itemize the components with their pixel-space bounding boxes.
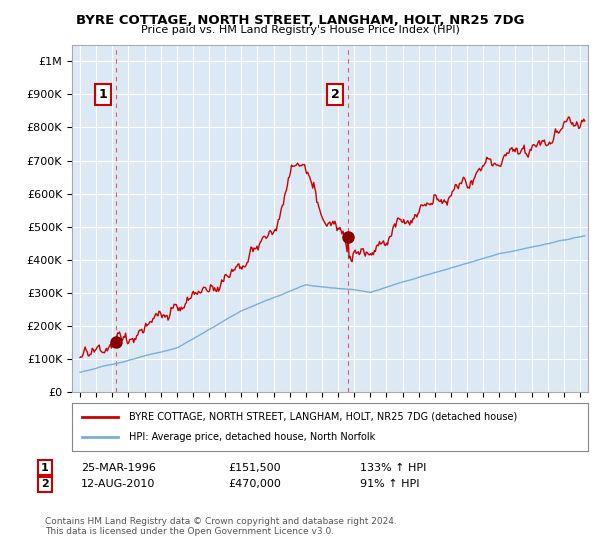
- Text: £151,500: £151,500: [228, 463, 281, 473]
- Text: BYRE COTTAGE, NORTH STREET, LANGHAM, HOLT, NR25 7DG (detached house): BYRE COTTAGE, NORTH STREET, LANGHAM, HOL…: [129, 412, 517, 422]
- Text: £470,000: £470,000: [228, 479, 281, 489]
- Text: 91% ↑ HPI: 91% ↑ HPI: [360, 479, 419, 489]
- Text: HPI: Average price, detached house, North Norfolk: HPI: Average price, detached house, Nort…: [129, 432, 375, 442]
- Text: 1: 1: [99, 88, 107, 101]
- Text: 25-MAR-1996: 25-MAR-1996: [81, 463, 156, 473]
- Text: 2: 2: [331, 88, 340, 101]
- Text: 12-AUG-2010: 12-AUG-2010: [81, 479, 155, 489]
- Text: Contains HM Land Registry data © Crown copyright and database right 2024.
This d: Contains HM Land Registry data © Crown c…: [45, 517, 397, 536]
- Text: 133% ↑ HPI: 133% ↑ HPI: [360, 463, 427, 473]
- Text: 2: 2: [41, 479, 49, 489]
- Text: Price paid vs. HM Land Registry's House Price Index (HPI): Price paid vs. HM Land Registry's House …: [140, 25, 460, 35]
- Text: 1: 1: [41, 463, 49, 473]
- Text: BYRE COTTAGE, NORTH STREET, LANGHAM, HOLT, NR25 7DG: BYRE COTTAGE, NORTH STREET, LANGHAM, HOL…: [76, 14, 524, 27]
